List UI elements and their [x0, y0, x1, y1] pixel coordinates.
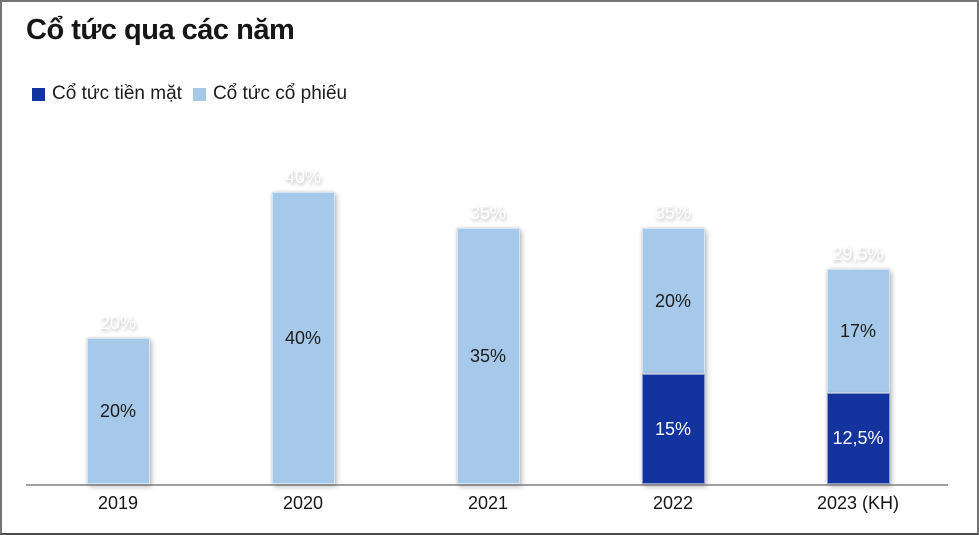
bar-segment-2023 (KH)-stock: 17%	[826, 269, 890, 393]
bar-segment-2022-stock: 20%	[641, 228, 705, 374]
bar-segment-2022-cash: 15%	[641, 374, 705, 484]
bar-segment-2020-stock: 40%	[271, 192, 335, 484]
x-axis-line	[26, 484, 948, 486]
bar-total-label-2021: 35%	[469, 203, 507, 223]
legend-item-cash-dividend: Cổ tức tiền mặt	[32, 83, 182, 105]
bar-column-2023 (KH): 17% 12,5%	[826, 269, 890, 484]
bar-column-2019: 20%	[86, 338, 150, 484]
x-axis-label-2020: 2020	[282, 493, 324, 513]
x-axis-label-2022: 2022	[652, 493, 694, 513]
bar-total-label-2019: 20%	[99, 313, 137, 333]
chart-title: Cổ tức qua các năm	[26, 14, 295, 46]
legend-swatch-cash-dividend	[32, 87, 45, 101]
bar-total-label-2020: 40%	[284, 167, 322, 187]
bar-column-2022: 20% 15%	[641, 228, 705, 484]
bar-column-2021: 35%	[456, 228, 520, 484]
legend-swatch-stock-dividend	[192, 87, 206, 101]
x-axis-label-2021: 2021	[467, 493, 509, 513]
legend-label-stock-dividend: Cổ tức cổ phiếu	[212, 83, 348, 104]
bar-segment-2021-stock: 35%	[456, 228, 520, 484]
legend-label-cash-dividend: Cổ tức tiền mặt	[52, 83, 182, 104]
bar-segment-2019-stock: 20%	[86, 338, 150, 484]
legend: Cổ tức tiền mặt Cổ tức cổ phiếu	[32, 83, 347, 105]
bar-total-label-2022: 35%	[654, 203, 692, 223]
legend-item-stock-dividend: Cổ tức cổ phiếu	[192, 83, 348, 105]
x-axis-label-2019: 2019	[97, 493, 139, 513]
bar-total-label-2023 (KH): 29,5%	[832, 244, 884, 264]
x-axis-label-2023 (KH): 2023 (KH)	[816, 493, 900, 513]
bar-segment-2023 (KH)-cash: 12,5%	[826, 393, 890, 484]
bar-column-2020: 40%	[271, 192, 335, 484]
